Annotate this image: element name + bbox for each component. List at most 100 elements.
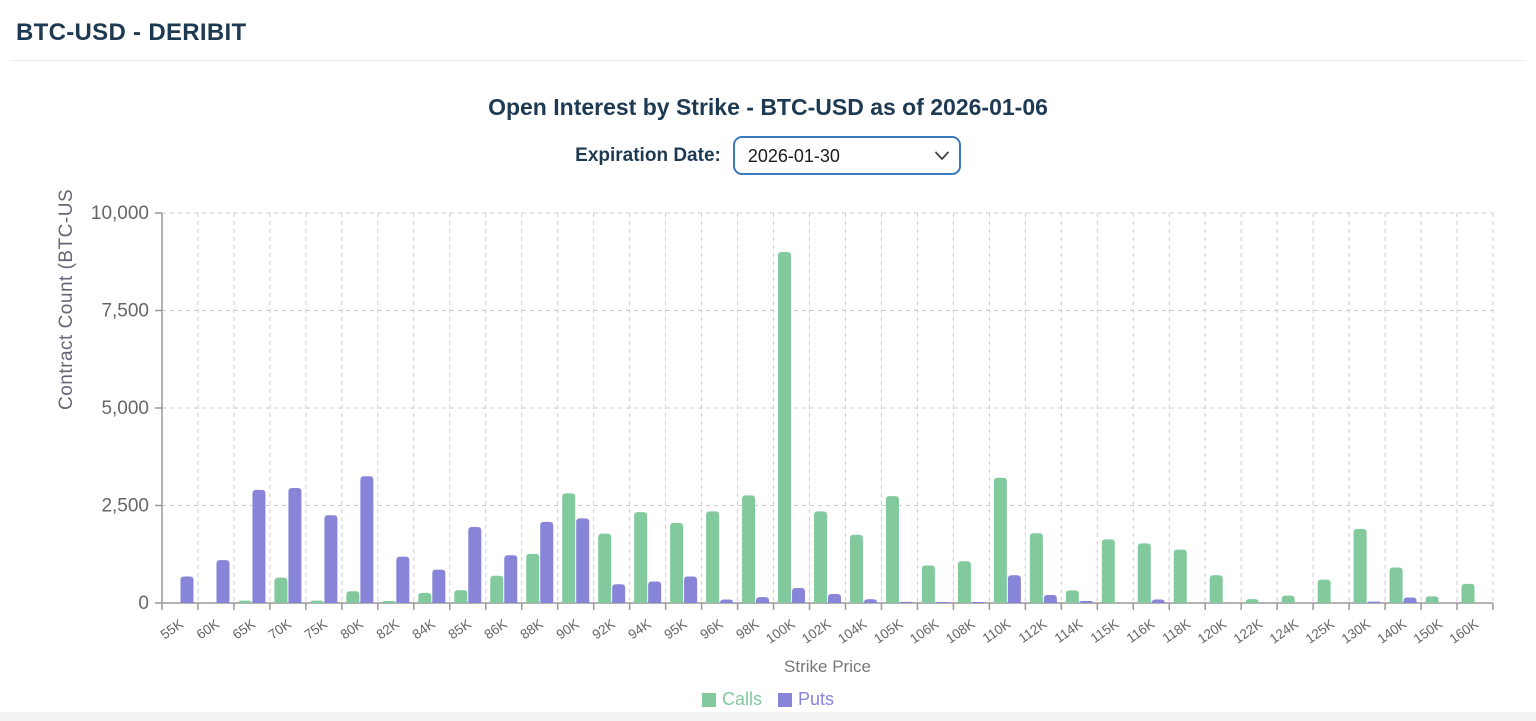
bar: [706, 511, 720, 603]
bar: [935, 602, 949, 603]
bar: [346, 591, 360, 603]
x-tick-label: 80K: [338, 616, 366, 642]
x-tick-label: 118K: [1160, 616, 1194, 646]
y-tick-label: 2,500: [101, 496, 149, 517]
legend-label: Calls: [721, 689, 762, 709]
bar: [612, 584, 626, 603]
x-tick-label: 130K: [1339, 616, 1373, 646]
bar: [778, 252, 792, 603]
y-tick-label: 0: [138, 593, 149, 614]
bar: [684, 576, 698, 603]
x-tick-label: 122K: [1231, 616, 1265, 646]
x-tick-label: 114K: [1052, 616, 1086, 646]
bar: [828, 594, 842, 603]
x-tick-label: 108K: [943, 616, 977, 646]
bar: [1209, 575, 1223, 603]
bar: [1353, 528, 1367, 603]
y-tick-label: 7,500: [101, 301, 149, 322]
bar: [454, 590, 468, 603]
bar: [863, 599, 877, 603]
bars-calls: [238, 252, 1475, 603]
x-tick-label: 140K: [1375, 616, 1409, 646]
bottom-strip: [0, 712, 1536, 721]
x-tick-label: 116K: [1124, 616, 1158, 646]
bar: [324, 515, 338, 603]
bar: [670, 523, 684, 603]
x-tick-label: 85K: [446, 616, 474, 642]
bar: [792, 587, 806, 603]
x-tick-label: 105K: [871, 616, 905, 646]
bar: [1101, 539, 1115, 603]
app-title: BTC-USD - DERIBIT: [16, 19, 247, 46]
bar: [899, 601, 913, 603]
bar: [1151, 599, 1165, 603]
bar: [1461, 583, 1475, 603]
bar: [360, 476, 374, 603]
x-tick-label: 102K: [799, 616, 833, 646]
bar: [1065, 590, 1079, 603]
bar: [648, 581, 662, 603]
x-tick-label: 100K: [763, 616, 797, 646]
bar: [526, 553, 540, 603]
bar: [1137, 543, 1151, 603]
x-tick-label: 110K: [980, 616, 1014, 646]
x-tick-label: 82K: [374, 616, 402, 642]
bar: [274, 577, 288, 603]
x-tick-label: 104K: [835, 616, 869, 646]
chart-area: 0 2,500 5,000 7,500 10,000 55K 60K 65K 70K 75K 80K…: [0, 185, 1536, 721]
bar: [1317, 579, 1331, 603]
bar: [468, 526, 482, 603]
x-tick-label: 70K: [266, 616, 294, 642]
bar: [1029, 533, 1043, 603]
bar: [1403, 597, 1417, 603]
x-axis-title: Strike Price: [784, 657, 871, 676]
bar: [418, 592, 432, 603]
x-tick-label: 84K: [410, 616, 438, 642]
x-tick-label: 124K: [1267, 616, 1301, 646]
bar: [849, 534, 863, 603]
bar: [1007, 575, 1021, 603]
bar: [1425, 596, 1439, 603]
x-tick-label: 55K: [158, 616, 186, 642]
bar: [814, 511, 828, 603]
bar: [1245, 599, 1259, 603]
y-tick-label: 5,000: [101, 398, 149, 419]
header-divider: [10, 60, 1526, 61]
chart-legend: Calls Puts: [0, 689, 1536, 710]
x-tick-label: 90K: [553, 616, 581, 642]
x-tick-label: 92K: [589, 616, 617, 642]
expiration-select[interactable]: 2026-01-30: [732, 136, 961, 175]
app-header: BTC-USD - DERIBIT: [0, 0, 1536, 60]
bar: [382, 601, 396, 603]
x-tick-label: 94K: [625, 616, 653, 642]
expiration-label: Expiration Date:: [575, 144, 721, 166]
bar: [540, 521, 554, 603]
bar: [720, 599, 734, 603]
bar: [238, 600, 252, 603]
bar: [598, 533, 612, 603]
chart-title: Open Interest by Strike - BTC-USD as of …: [488, 94, 1048, 120]
x-tick-label: 160K: [1447, 616, 1481, 646]
bar: [1389, 567, 1403, 603]
bar: [634, 512, 648, 603]
x-tick-label: 88K: [517, 616, 545, 642]
legend-swatch-puts: [777, 692, 792, 707]
bar: [756, 597, 770, 603]
bar: [562, 493, 576, 603]
bar: [1367, 601, 1381, 603]
bars-puts: [180, 476, 1417, 603]
legend-item-puts: Puts: [777, 689, 834, 710]
x-tick-label: 98K: [733, 616, 761, 642]
x-tick-label: 86K: [481, 616, 509, 642]
expiration-select-wrap: 2026-01-30: [732, 136, 961, 175]
bar: [742, 495, 756, 603]
bar: [921, 565, 935, 603]
x-tick-label: 125K: [1303, 616, 1337, 646]
bar: [957, 561, 971, 603]
bar: [576, 518, 590, 603]
bar: [180, 576, 194, 603]
bar: [1043, 595, 1057, 603]
bar: [432, 569, 446, 603]
bar: [490, 575, 504, 603]
